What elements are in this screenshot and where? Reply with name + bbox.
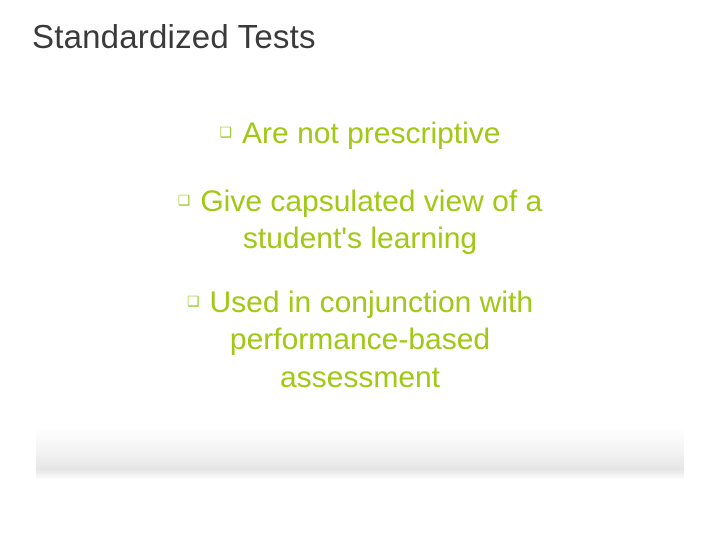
bullet-marker-icon: ❑	[178, 192, 191, 210]
slide-body: ❑ Are not prescriptive ❑ Give capsulated v…	[0, 115, 720, 424]
bullet-text: Give capsulated view of astudent's learn…	[200, 185, 542, 256]
decorative-shadow	[36, 428, 684, 480]
bullet-item: ❑ Are not prescriptive	[0, 115, 720, 153]
bullet-text: Are not prescriptive	[242, 117, 500, 150]
slide: Standardized Tests ❑ Are not prescriptive…	[0, 0, 720, 540]
slide-title: Standardized Tests	[32, 18, 316, 56]
bullet-text: Used in conjunction withperformance-base…	[210, 286, 534, 394]
bullet-item: ❑ Give capsulated view of astudent's lear…	[0, 183, 720, 258]
bullet-marker-icon: ❑	[219, 124, 232, 142]
bullet-item: ❑ Used in conjunction withperformance-bas…	[0, 284, 720, 397]
bullet-marker-icon: ❑	[187, 293, 200, 311]
